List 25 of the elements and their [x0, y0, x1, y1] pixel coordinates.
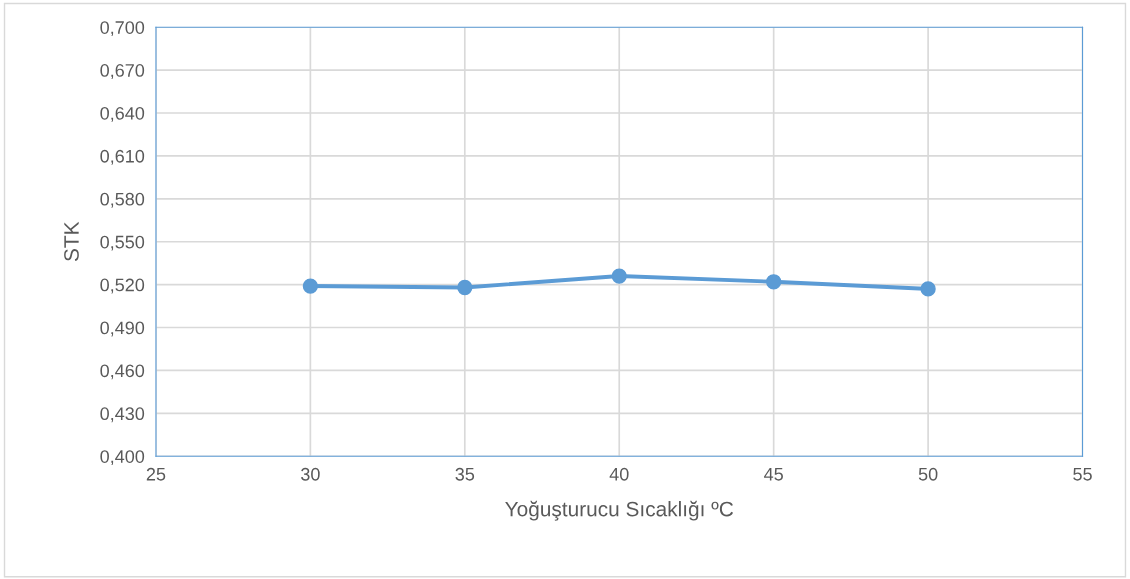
x-tick-label: 55	[1073, 468, 1092, 481]
x-tick-label: 45	[764, 468, 783, 481]
y-tick-label: 0,550	[100, 235, 145, 251]
x-tick-label: 40	[609, 467, 629, 481]
x-tick-label: 30	[301, 467, 320, 481]
x-axis-title: Yoğuşturucu Sıcaklığı ºC	[505, 500, 734, 521]
point	[302, 278, 319, 294]
y-tick-label: 0,430	[100, 407, 145, 423]
point	[457, 279, 473, 296]
x-tick-label: 50	[918, 467, 938, 481]
y-tick-label: 0,610	[100, 149, 145, 165]
point	[611, 268, 627, 284]
y-tick-label: 0,670	[100, 64, 145, 79]
y-tick-label: 0,580	[100, 192, 145, 208]
y-tick-label: 0,400	[100, 450, 145, 466]
y-tick-label: 0,700	[100, 21, 145, 37]
y-tick-label: 0,520	[100, 278, 145, 294]
x-tick-label: 25	[146, 467, 166, 481]
point	[920, 281, 936, 297]
y-tick-label: 0,460	[100, 364, 145, 380]
y-tick-label: 0,490	[100, 321, 145, 337]
y-axis-title: STK	[64, 221, 79, 262]
point	[766, 274, 782, 290]
x-tick-label: 35	[455, 467, 475, 481]
y-tick-label: 0,640	[100, 106, 145, 122]
